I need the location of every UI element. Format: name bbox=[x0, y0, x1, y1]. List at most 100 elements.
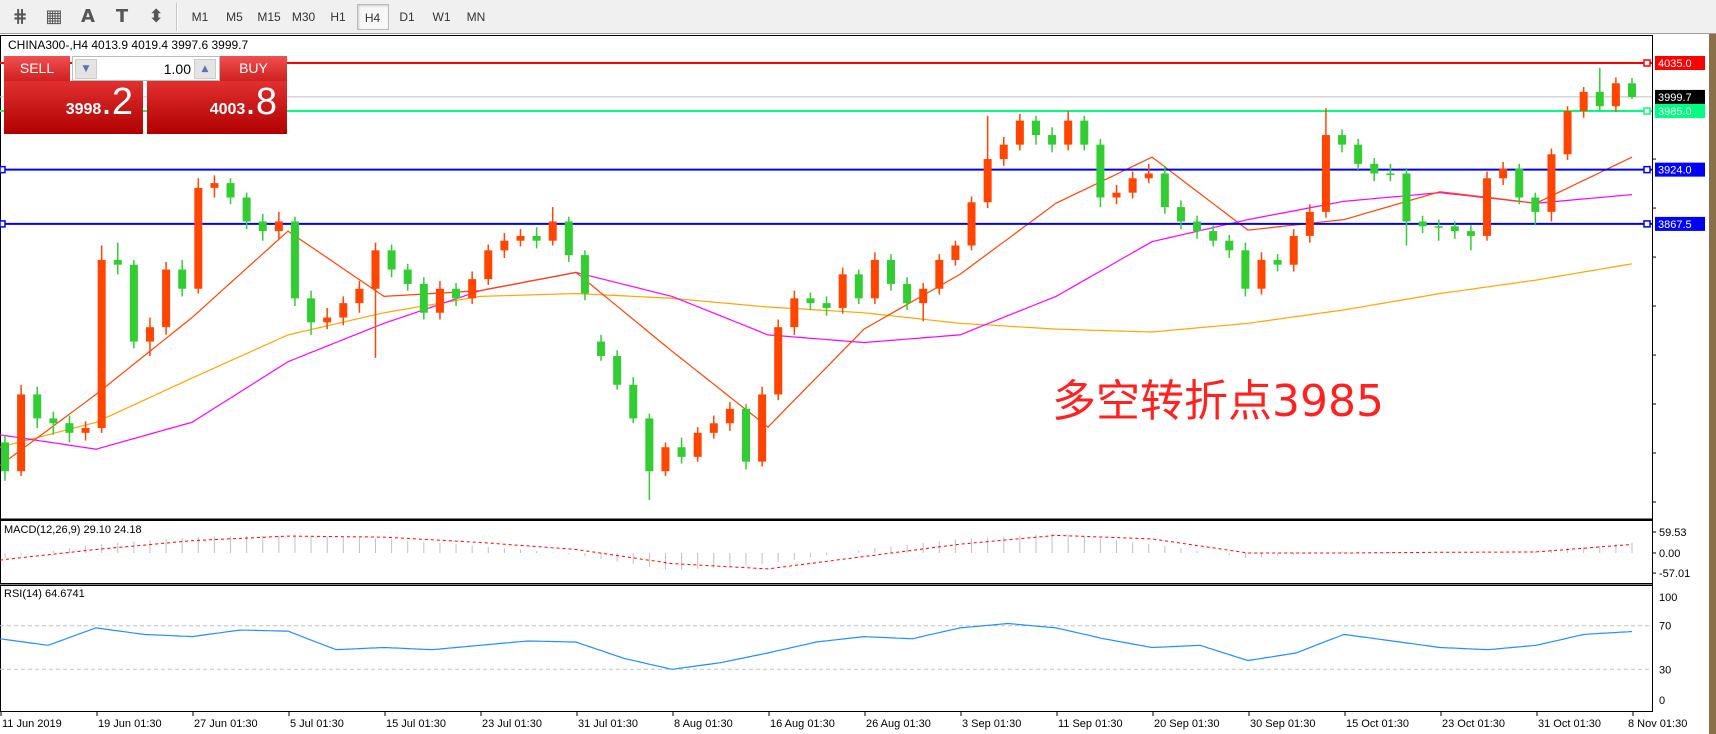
buy-button[interactable]: BUY bbox=[220, 56, 287, 81]
x-tick-label: 30 Sep 01:30 bbox=[1250, 718, 1315, 730]
candle-body bbox=[210, 183, 219, 188]
fibonacci-fan-icon[interactable]: ⋕ bbox=[12, 6, 28, 27]
candle-body bbox=[1031, 120, 1040, 136]
candle-body bbox=[129, 264, 138, 342]
x-tick-label: 11 Jun 2019 bbox=[2, 718, 62, 730]
x-tick-label: 26 Aug 01:30 bbox=[866, 718, 931, 730]
candle-body bbox=[323, 317, 332, 323]
decrease-lot-button[interactable]: ▼ bbox=[75, 59, 97, 79]
buy-price-fraction: .8 bbox=[245, 81, 277, 123]
text-box-icon[interactable]: T bbox=[115, 6, 129, 27]
candle-body bbox=[113, 259, 122, 265]
x-tick-label: 23 Jul 01:30 bbox=[482, 718, 542, 730]
timeframe-m5[interactable]: M5 bbox=[226, 10, 243, 24]
candle-body bbox=[274, 221, 283, 232]
candle-body bbox=[1595, 91, 1604, 107]
timeframe-w1[interactable]: W1 bbox=[432, 10, 451, 24]
candle-body bbox=[1305, 211, 1314, 236]
candle-body bbox=[194, 187, 203, 289]
sell-price-button[interactable]: 3998.2 bbox=[4, 81, 143, 134]
panel-frames bbox=[0, 35, 1653, 712]
macd-label: MACD(12,26,9) 29.10 24.18 bbox=[4, 524, 142, 536]
candle-body bbox=[1434, 226, 1443, 228]
x-tick-label: 31 Jul 01:30 bbox=[578, 718, 638, 730]
candle-body bbox=[967, 202, 976, 246]
level-price-label: 4035.0 bbox=[1658, 58, 1692, 70]
candle-body bbox=[1628, 83, 1636, 97]
x-tick-label: 15 Oct 01:30 bbox=[1346, 718, 1409, 730]
candle-body bbox=[258, 221, 267, 232]
x-tick-label: 15 Jul 01:30 bbox=[386, 718, 446, 730]
level-price-label-bg bbox=[1655, 162, 1705, 177]
candle-body bbox=[999, 144, 1008, 160]
candle-body bbox=[1499, 168, 1508, 179]
candle-body bbox=[564, 221, 573, 256]
timeframe-h1[interactable]: H1 bbox=[330, 10, 346, 24]
candle-body bbox=[838, 274, 847, 308]
candle-body bbox=[1048, 135, 1057, 145]
lot-size-stepper: ▼ 1.00 ▲ bbox=[72, 56, 220, 81]
x-tick-label: 19 Jun 01:30 bbox=[98, 718, 162, 730]
candle-body bbox=[355, 288, 364, 304]
sell-button[interactable]: SELL bbox=[4, 56, 70, 81]
timeframe-m1[interactable]: M1 bbox=[191, 10, 209, 24]
candle-body bbox=[951, 245, 960, 260]
level-handle bbox=[1643, 220, 1651, 228]
candle-body bbox=[1531, 197, 1540, 212]
candle-body bbox=[1015, 120, 1024, 145]
candle-body bbox=[1225, 240, 1234, 251]
candle-body bbox=[1402, 173, 1411, 222]
candle-body bbox=[65, 423, 74, 433]
x-tick-label: 20 Sep 01:30 bbox=[1154, 718, 1219, 730]
lot-size-input[interactable]: 1.00 bbox=[163, 61, 191, 77]
candle-body bbox=[790, 298, 799, 328]
candle-body bbox=[162, 269, 171, 328]
macd-panel-frame bbox=[0, 520, 1653, 584]
window-border bbox=[1709, 34, 1716, 734]
x-tick-label: 8 Nov 01:30 bbox=[1628, 718, 1687, 730]
text-label-icon[interactable]: A bbox=[81, 6, 95, 27]
level-price-label-bg bbox=[1655, 216, 1705, 231]
rsi-line bbox=[0, 622, 1633, 670]
candle-body bbox=[725, 408, 734, 424]
timeframe-m30[interactable]: M30 bbox=[291, 10, 316, 24]
candle-body bbox=[742, 408, 751, 462]
candle-body bbox=[1257, 259, 1266, 289]
candle-body bbox=[1386, 173, 1395, 175]
timeframe-d1[interactable]: D1 bbox=[399, 10, 415, 24]
candle-body bbox=[17, 394, 26, 472]
candle-body bbox=[500, 240, 509, 251]
candle-body bbox=[1, 442, 9, 472]
candle-body bbox=[645, 418, 654, 472]
toolbar-separator bbox=[176, 3, 178, 31]
buy-price-button[interactable]: 4003.8 bbox=[147, 81, 287, 134]
candle-body bbox=[178, 269, 187, 289]
candle-body bbox=[822, 303, 831, 308]
candle-body bbox=[661, 447, 670, 472]
toolbar: ⋕ ▦ A T ⬍ M1 M5 M15 M30 H1 H4 D1 W1 MN bbox=[0, 0, 1716, 34]
timeframe-m15[interactable]: M15 bbox=[257, 10, 281, 24]
timeframe-h4[interactable]: H4 bbox=[356, 4, 389, 30]
candle-body bbox=[452, 288, 461, 299]
timeframe-mn[interactable]: MN bbox=[466, 10, 486, 24]
chart-annotation: 多空转折点3985 bbox=[1052, 376, 1384, 427]
candle-body bbox=[1483, 178, 1492, 236]
bid-price-label-bg bbox=[1655, 89, 1705, 104]
x-tick-label: 23 Oct 01:30 bbox=[1442, 718, 1505, 730]
x-tick-label: 8 Aug 01:30 bbox=[674, 718, 733, 730]
candle-body bbox=[1579, 91, 1588, 112]
candle-body bbox=[1418, 221, 1427, 227]
candle-body bbox=[1241, 250, 1250, 289]
candle-body bbox=[935, 259, 944, 289]
increase-lot-button[interactable]: ▲ bbox=[194, 59, 216, 79]
candle-body bbox=[870, 259, 879, 299]
candle-body bbox=[1354, 144, 1363, 164]
macd-tick-label: -57.01 bbox=[1659, 568, 1690, 580]
level-price-label: 3924.0 bbox=[1658, 165, 1692, 177]
fibonacci-grid-icon[interactable]: ▦ bbox=[45, 6, 63, 27]
sell-price-fraction: .2 bbox=[101, 81, 133, 123]
arrows-icon[interactable]: ⬍ bbox=[148, 6, 164, 27]
candle-body bbox=[886, 259, 895, 284]
x-tick-label: 5 Jul 01:30 bbox=[290, 718, 344, 730]
